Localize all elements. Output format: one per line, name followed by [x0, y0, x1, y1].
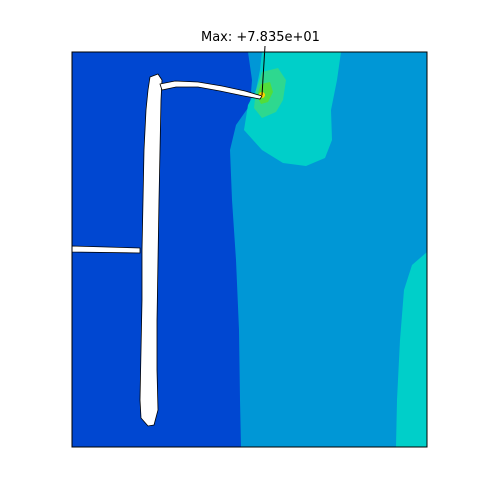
branch-crack	[159, 80, 263, 100]
domain-outline	[71, 51, 428, 448]
max-leader-line	[261, 45, 266, 96]
band-2-region-right	[396, 252, 427, 447]
band-4-region	[257, 82, 273, 104]
vertical-crack	[139, 73, 163, 427]
max-value-label: Max: +7.835e+01	[201, 30, 320, 45]
